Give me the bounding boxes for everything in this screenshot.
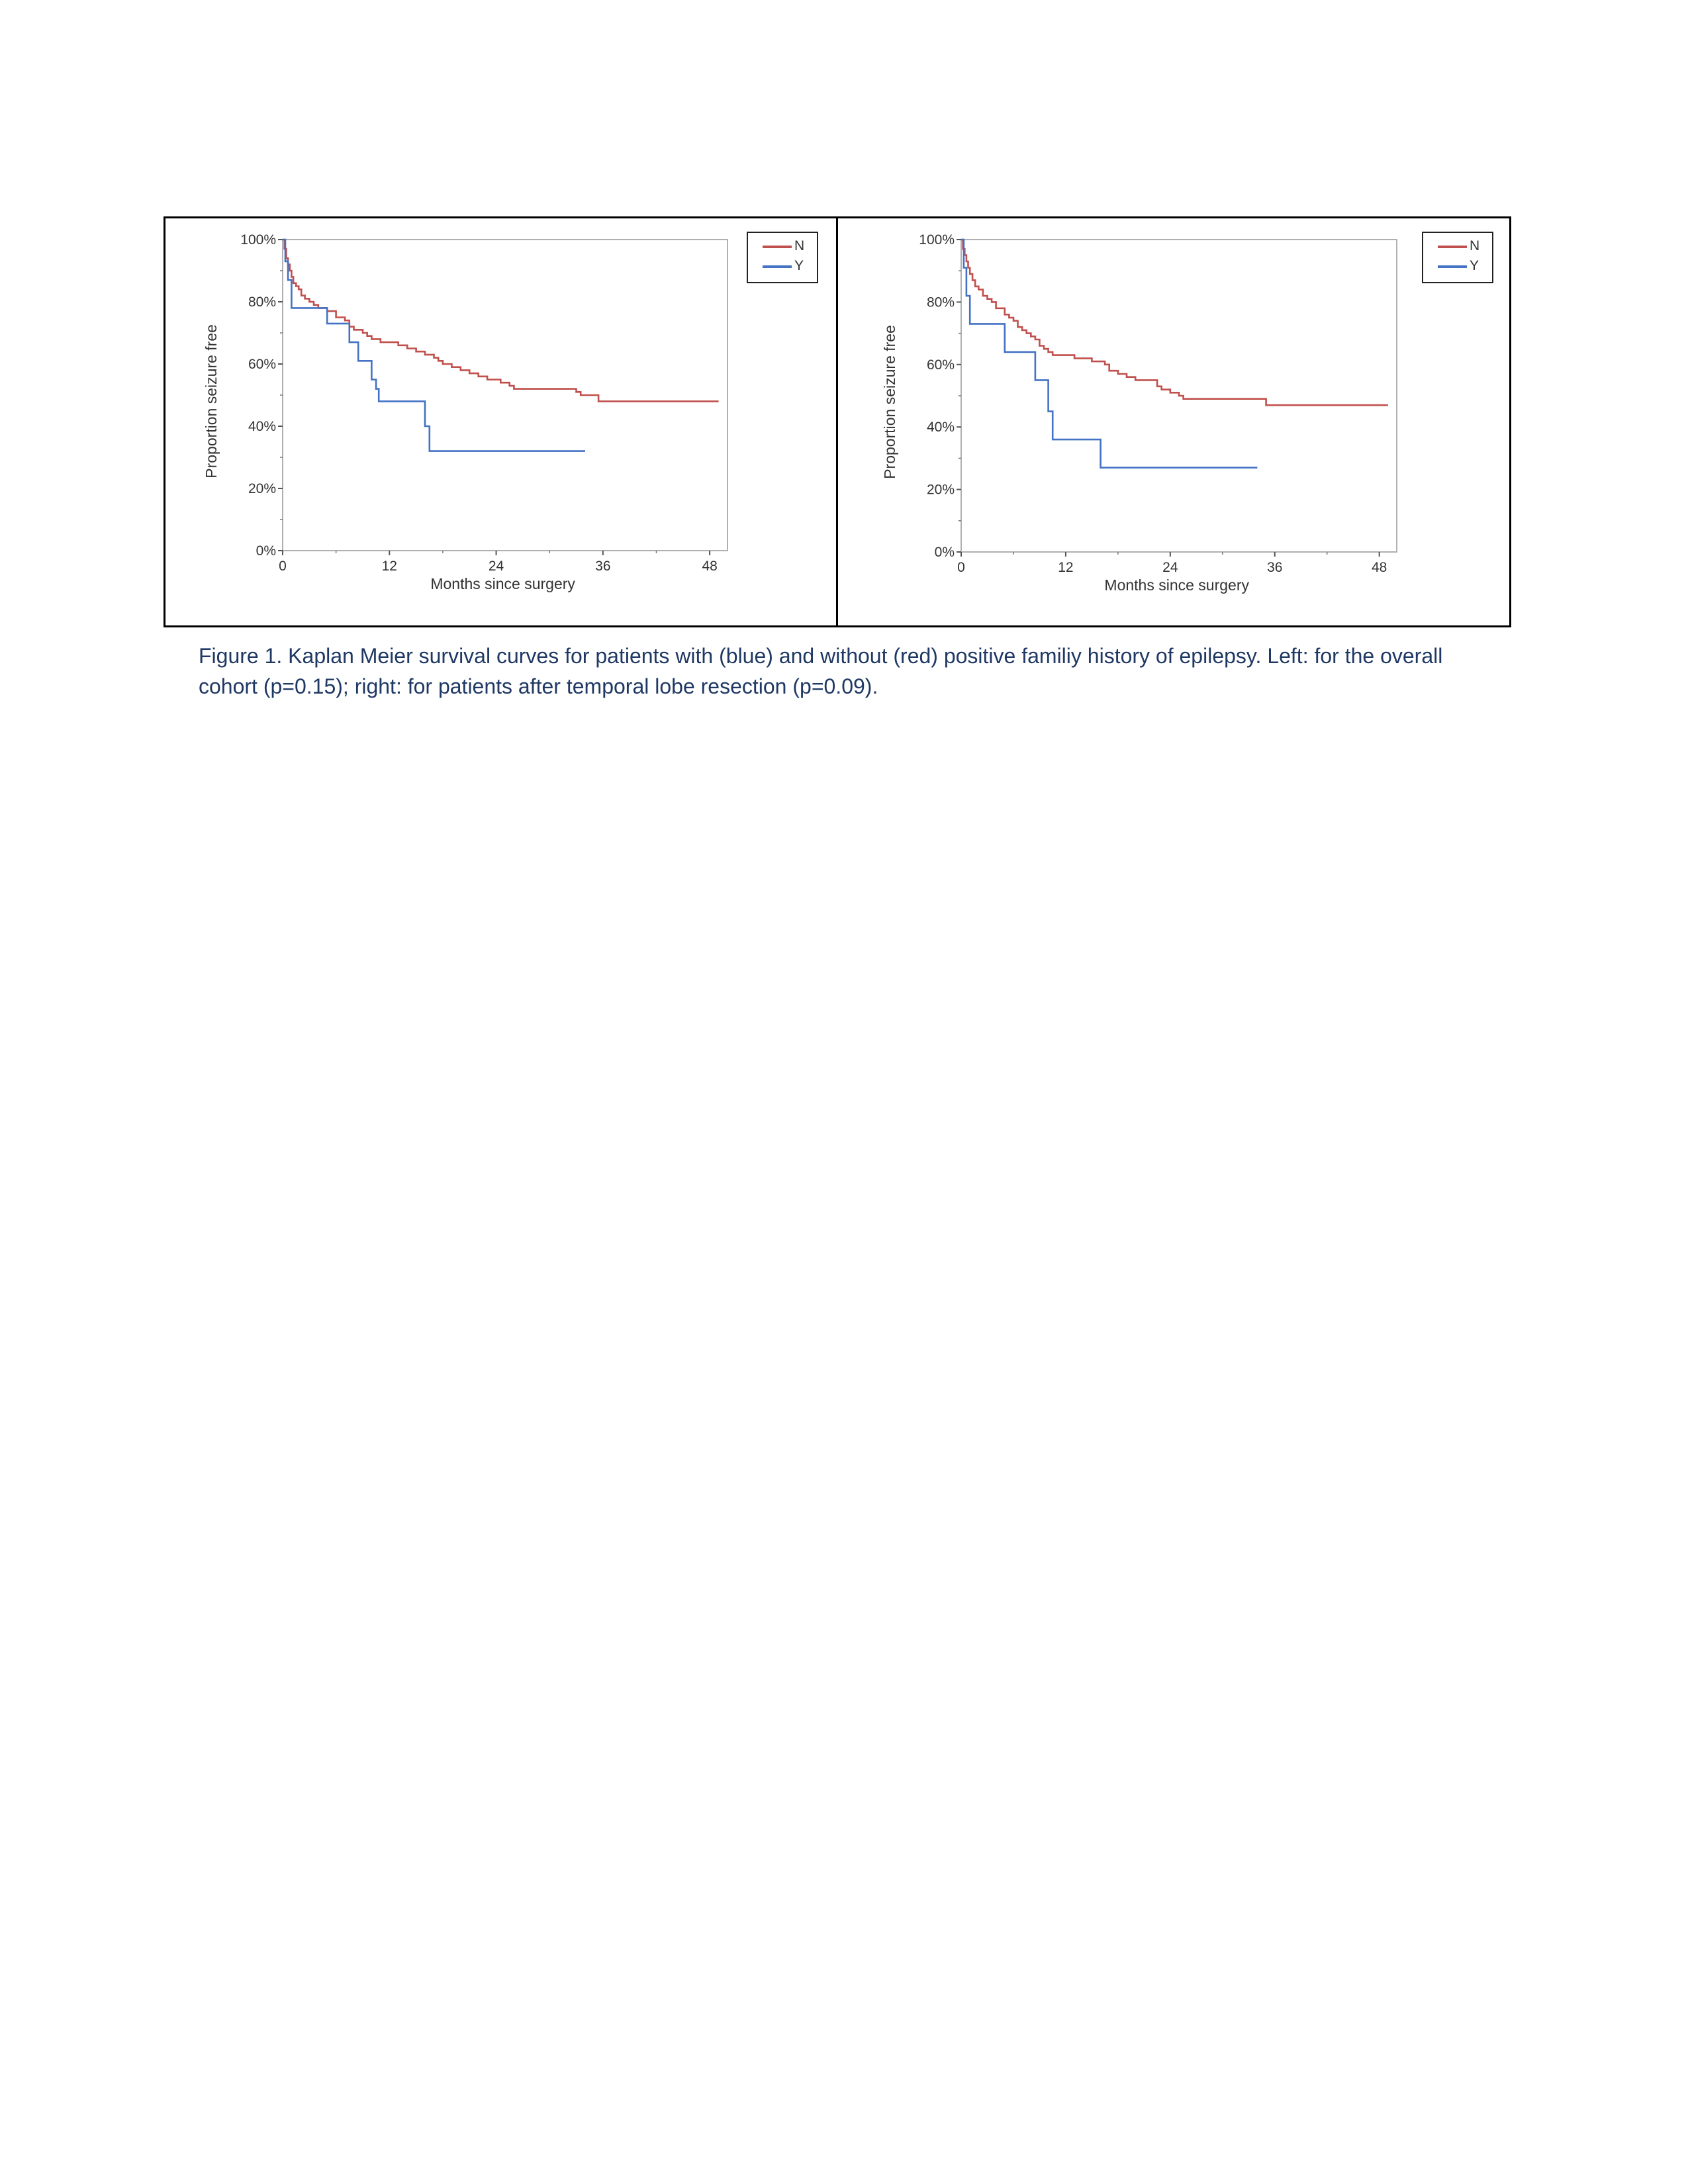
legend-item-y: Y <box>748 257 817 275</box>
y-tick-label: 40% <box>248 419 276 434</box>
y-tick-label: 40% <box>927 420 955 435</box>
series-line-y <box>961 238 1258 469</box>
km-chart-right: 0% 20% 40% 60% 80% 100% 0 12 24 36 48 Months since … <box>881 232 1397 594</box>
series-line-n <box>283 238 719 402</box>
y-tick-label: 60% <box>927 357 955 373</box>
x-tick-label: 24 <box>489 559 504 574</box>
y-axis-title: Proportion seizure free <box>881 325 898 479</box>
x-axis-title: Months since surgery <box>1104 576 1249 594</box>
y-axis-title: Proportion seizure free <box>203 324 220 478</box>
x-tick-label: 36 <box>1267 560 1282 575</box>
legend-right: N Y <box>1422 232 1493 283</box>
y-tick-label: 100% <box>919 232 955 248</box>
x-tick-label: 48 <box>1372 560 1387 575</box>
legend-label-y: Y <box>1470 258 1479 273</box>
chart-panel-left: 0% 20% 40% 60% 80% 100% 0 12 24 36 48 Months since … <box>165 218 836 625</box>
x-tick-label: 0 <box>279 559 287 574</box>
y-tick-label: 20% <box>927 482 955 498</box>
figure-divider <box>836 216 838 627</box>
chart-panel-right: 0% 20% 40% 60% 80% 100% 0 12 24 36 48 Months since … <box>838 218 1509 625</box>
x-axis-title: Months since surgery <box>430 575 575 592</box>
legend-label-n: N <box>1470 238 1480 253</box>
x-tick-label: 12 <box>1058 560 1073 575</box>
legend-label-n: N <box>794 238 805 253</box>
legend-swatch-n <box>1438 246 1467 248</box>
y-tick-label: 60% <box>248 357 276 372</box>
legend-swatch-y <box>1438 265 1467 268</box>
x-tick-label: 0 <box>957 560 965 575</box>
figure-caption: Figure 1. Kaplan Meier survival curves f… <box>199 644 1443 698</box>
x-tick-label: 24 <box>1162 560 1178 575</box>
legend-item-n: N <box>748 237 817 255</box>
km-chart-left: 0% 20% 40% 60% 80% 100% 0 12 24 36 48 Months since … <box>203 232 728 592</box>
x-tick-label: 36 <box>595 559 610 574</box>
y-tick-label: 0% <box>256 543 276 559</box>
series-line-n <box>961 238 1388 406</box>
legend-label-y: Y <box>794 258 804 273</box>
x-tick-label: 48 <box>702 559 717 574</box>
legend-swatch-n <box>763 246 792 248</box>
legend-item-y: Y <box>1423 257 1492 275</box>
y-tick-label: 20% <box>248 481 276 496</box>
y-tick-label: 0% <box>935 545 955 560</box>
legend-item-n: N <box>1423 237 1492 255</box>
y-tick-label: 100% <box>240 232 276 248</box>
plot-area-frame <box>282 239 728 551</box>
y-tick-label: 80% <box>248 295 276 310</box>
y-tick-label: 80% <box>927 295 955 310</box>
x-tick-label: 12 <box>382 559 397 574</box>
series-line-y <box>283 238 585 452</box>
legend-swatch-y <box>763 265 792 268</box>
legend-left: N Y <box>747 232 818 283</box>
